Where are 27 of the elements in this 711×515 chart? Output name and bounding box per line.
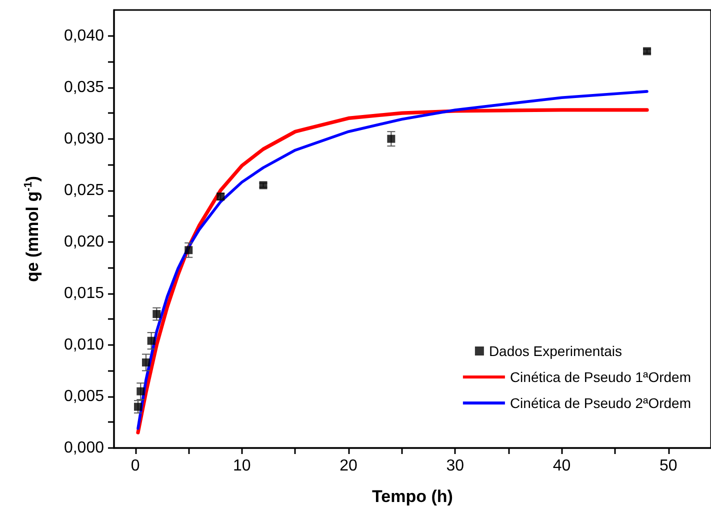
y-tick-label: 0,025: [64, 182, 104, 199]
point: [136, 387, 145, 396]
y-tick-label: 0,000: [64, 440, 104, 456]
x-tick-label: 20: [340, 458, 358, 474]
point: [184, 246, 193, 254]
point: [152, 310, 161, 318]
y-axis-title: qe (mmol g-1): [22, 176, 42, 282]
y-tick-label: 0,010: [64, 336, 104, 354]
point: [147, 336, 156, 345]
x-tick-label: 40: [552, 458, 571, 474]
y-tick-label: 0,015: [64, 284, 104, 302]
x-tick-label: 0: [130, 458, 140, 474]
y-tick-label: 0,040: [64, 27, 104, 44]
legend-label: Cinética de Pseudo 1ªOrdem: [510, 369, 692, 385]
x-axis-title: Tempo (h): [372, 487, 453, 506]
x-tick-label: 30: [446, 458, 464, 474]
y-tick-label: 0,005: [64, 388, 104, 405]
point: [142, 358, 150, 366]
legend-label: Dados Experimentais: [488, 343, 622, 359]
point: [134, 402, 142, 411]
y-tick-label: 0,030: [64, 130, 104, 148]
y-tick-label: 0,020: [64, 233, 104, 250]
y-tick-label: 0,035: [64, 78, 104, 96]
legend-label: Cinética de Pseudo 2ªOrdem: [510, 395, 692, 411]
x-tick-label: 10: [233, 458, 251, 474]
x-tick-label: 50: [659, 458, 678, 474]
point: [387, 134, 396, 143]
